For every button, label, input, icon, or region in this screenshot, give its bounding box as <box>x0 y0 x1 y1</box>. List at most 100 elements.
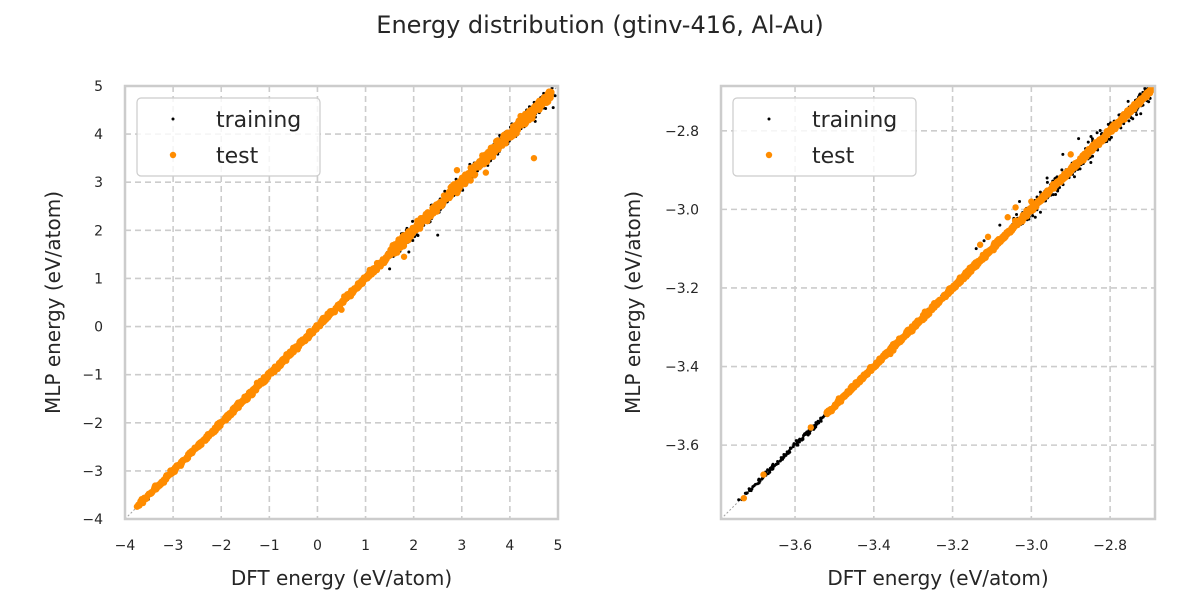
data-point <box>511 127 518 135</box>
data-point <box>806 433 810 437</box>
data-point <box>817 421 821 425</box>
data-point <box>430 208 437 215</box>
data-point <box>1060 168 1064 172</box>
legend-label-training: training <box>216 108 301 133</box>
plot-frame <box>123 84 560 521</box>
x-axis-label: DFT energy (eV/atom) <box>231 566 452 590</box>
data-point <box>201 437 208 444</box>
data-point <box>921 313 929 321</box>
data-point <box>1071 164 1078 171</box>
data-point-outlier <box>1012 204 1019 211</box>
data-point-outlier <box>436 233 440 237</box>
data-point <box>1132 101 1140 108</box>
data-point <box>1126 99 1130 103</box>
data-point <box>779 456 783 460</box>
data-point <box>1137 99 1144 106</box>
data-point <box>1009 223 1016 230</box>
data-point <box>774 462 778 466</box>
data-point <box>975 260 982 268</box>
data-point <box>178 458 185 465</box>
data-point <box>956 277 963 285</box>
data-point <box>803 432 807 436</box>
y-tick-label: 2 <box>94 223 103 239</box>
x-tick-label: 5 <box>554 538 563 554</box>
data-point <box>751 485 755 489</box>
data-point <box>394 248 401 255</box>
data-point <box>983 252 990 259</box>
data-point <box>766 472 770 476</box>
data-point <box>796 440 800 444</box>
data-point <box>801 436 805 440</box>
data-point <box>1038 210 1042 214</box>
x-tick-label: −3.0 <box>1014 538 1048 554</box>
data-point <box>320 318 327 325</box>
data-point <box>737 498 741 502</box>
data-point <box>263 373 270 380</box>
data-point <box>525 110 532 118</box>
legend-box <box>732 97 917 177</box>
data-point <box>1098 129 1102 133</box>
data-point <box>951 283 959 290</box>
data-point-outlier <box>998 223 1002 227</box>
data-point-outlier <box>982 239 986 243</box>
data-point-outlier <box>984 233 992 241</box>
data-point <box>1151 78 1154 81</box>
data-point <box>1054 192 1058 196</box>
data-point <box>745 491 749 495</box>
data-point <box>167 470 174 478</box>
data-point <box>895 339 902 347</box>
data-point-outlier <box>338 306 345 313</box>
data-point <box>915 318 923 325</box>
data-point <box>1056 176 1064 184</box>
data-point <box>225 412 233 419</box>
data-point-outlier <box>136 502 143 509</box>
data-point <box>455 183 462 190</box>
data-point <box>232 404 239 411</box>
data-point <box>414 224 421 231</box>
legend-marker-test <box>169 151 177 159</box>
data-point-outlier <box>1067 151 1074 158</box>
data-point <box>258 380 265 387</box>
series-test <box>740 86 1155 502</box>
data-point <box>158 479 165 486</box>
data-point-outlier <box>530 154 538 162</box>
legend-label-test: test <box>812 144 855 169</box>
data-point <box>150 486 158 493</box>
data-point <box>771 466 775 470</box>
data-point <box>840 392 847 400</box>
data-point <box>1038 190 1042 194</box>
data-point <box>470 164 478 172</box>
data-point <box>1023 211 1031 218</box>
data-point <box>756 482 760 486</box>
data-point <box>488 149 495 156</box>
data-point <box>760 477 764 481</box>
data-point-outlier <box>453 166 461 174</box>
data-point <box>782 453 786 457</box>
data-point-outlier <box>1004 214 1011 221</box>
data-point <box>426 213 433 220</box>
data-point <box>1078 167 1082 171</box>
data-point <box>1031 214 1035 218</box>
data-point <box>307 331 314 338</box>
x-tick-label: 4 <box>505 538 514 554</box>
data-point <box>1002 231 1009 239</box>
data-point <box>336 301 343 308</box>
y-tick-label: 4 <box>94 127 103 143</box>
data-point <box>350 287 357 295</box>
legend-marker-training <box>171 117 175 121</box>
data-point <box>443 189 447 193</box>
data-point <box>1091 154 1095 158</box>
data-point <box>784 452 788 456</box>
data-point <box>853 381 861 388</box>
data-point <box>189 446 197 454</box>
data-point-outlier <box>976 241 984 248</box>
data-point <box>1147 100 1151 104</box>
data-point <box>964 270 971 278</box>
series-test <box>133 88 555 510</box>
data-point <box>1083 152 1090 159</box>
data-point <box>992 241 1000 248</box>
data-point-outlier <box>1045 176 1049 180</box>
data-point <box>196 440 203 447</box>
data-point <box>400 242 408 250</box>
